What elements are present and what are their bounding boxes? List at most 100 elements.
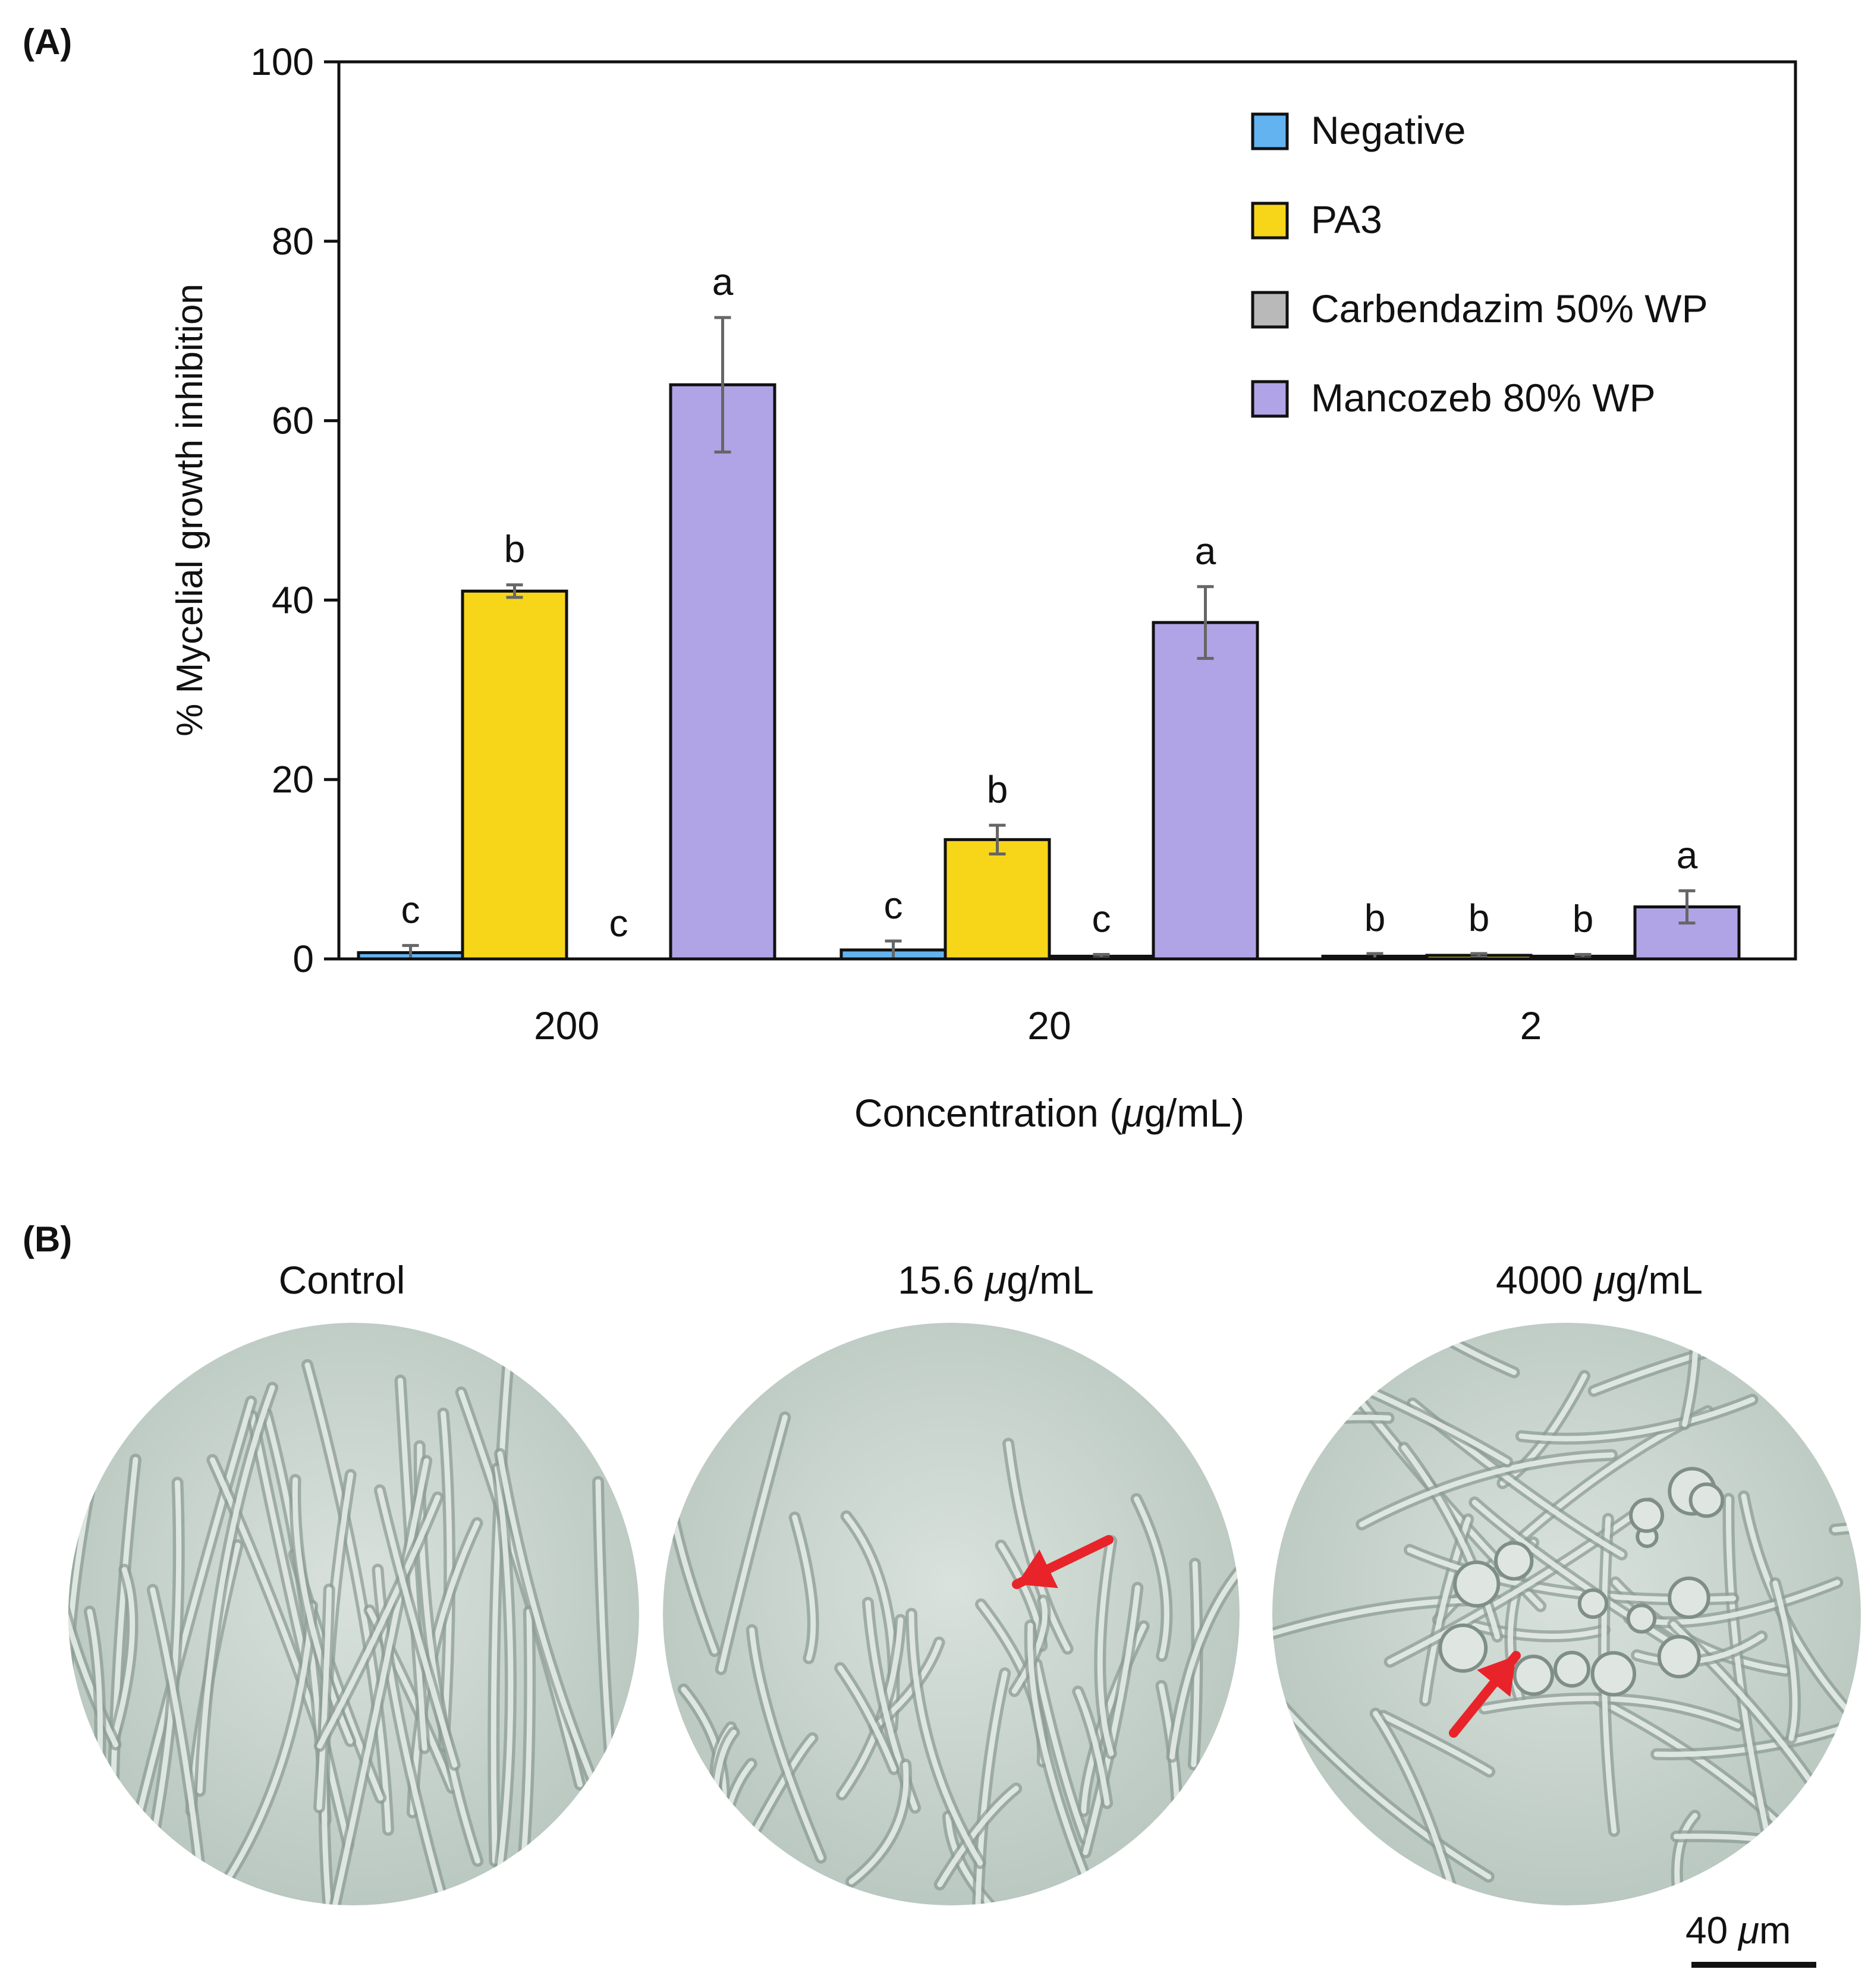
y-tick-label: 0 — [293, 938, 314, 980]
hypha-highlight — [1011, 1597, 1048, 1694]
hypha-highlight — [1820, 1359, 1861, 1448]
title-value: 4000 — [1495, 1258, 1595, 1302]
swollen-cell — [1577, 1588, 1609, 1619]
swollen-cell — [1494, 1541, 1534, 1581]
hypha-highlight — [1272, 1690, 1492, 1880]
significance-letter: b — [1364, 897, 1386, 939]
significance-letter: c — [401, 888, 420, 931]
hypha-highlight — [150, 1587, 205, 1885]
micrograph-15-6 — [663, 1323, 1240, 1905]
micrograph-title-control: Control — [278, 1258, 405, 1302]
hypha-highlight — [718, 1414, 788, 1672]
hypha-highlight — [1316, 1851, 1344, 1905]
hypha-highlight — [975, 1671, 1008, 1905]
hypha-highlight — [1634, 1633, 1765, 1665]
x-axis-title: Concentration (μg/mL) — [854, 1091, 1244, 1135]
title-suffix: g/mL — [1615, 1258, 1703, 1302]
hypha-highlight — [304, 1362, 391, 1833]
scale-bar-label: 40 μm — [1685, 1908, 1791, 1952]
swollen-cell — [1512, 1654, 1554, 1696]
bars-layer: c b c a c b c a b b b a — [357, 260, 1741, 961]
hypha-highlight — [1272, 1597, 1499, 1637]
bar-mancozeb-80-wp-20 — [1152, 621, 1259, 961]
swollen-cell — [1438, 1623, 1488, 1673]
micrograph-drawing — [663, 1323, 1240, 1905]
significance-letter: a — [712, 260, 734, 303]
hypha-highlight — [197, 1385, 275, 1794]
hypha-highlight — [494, 1465, 514, 1893]
hypha — [1847, 1755, 1861, 1776]
hypha-highlight — [109, 1457, 139, 1905]
hypha-highlight — [595, 1479, 617, 1800]
swollen-cell — [1553, 1650, 1591, 1688]
legend-label: Carbendazim 50% WP — [1311, 287, 1708, 331]
hypha-highlight — [112, 1567, 136, 1738]
hypha-highlight — [1772, 1580, 1798, 1741]
title-unit: μ — [985, 1258, 1007, 1302]
significance-letter: c — [884, 884, 903, 927]
hypha-highlight — [1674, 1813, 1698, 1905]
scale-suffix: m — [1759, 1909, 1791, 1952]
hypha-highlight — [908, 1610, 983, 1866]
hypha-highlight — [1518, 1396, 1756, 1442]
hypha-highlight — [1272, 1414, 1392, 1428]
hypha-highlight — [332, 1458, 429, 1905]
hypha-highlight — [1850, 1759, 1861, 1772]
bar-mancozeb-80-wp-200 — [669, 383, 776, 961]
hypha-highlight — [1005, 1440, 1071, 1652]
hypha-highlight — [1673, 1833, 1861, 1869]
y-axis: 0 20 40 60 80 100 — [250, 40, 339, 980]
hypha-highlight — [1272, 1347, 1510, 1465]
y-tick-label: 100 — [250, 40, 314, 83]
bar-pa3-200 — [461, 589, 568, 961]
significance-letter: c — [1092, 897, 1111, 940]
hypha-highlight — [1223, 1713, 1240, 1844]
swollen-cell — [1453, 1560, 1501, 1608]
hypha-highlight — [711, 1729, 737, 1857]
significance-letter: b — [1573, 897, 1594, 940]
significance-letter: a — [1677, 833, 1698, 876]
significance-letter: a — [1195, 530, 1216, 573]
hypha-highlight — [377, 1487, 458, 1768]
legend-swatch — [1251, 291, 1289, 329]
significance-letter: b — [1468, 897, 1490, 939]
hypha-highlight — [68, 1465, 97, 1807]
legend-label: Mancozeb 80% WP — [1311, 376, 1656, 420]
hypha-highlight — [1725, 1496, 1770, 1835]
bar-pa3-20 — [944, 838, 1051, 961]
hypha-highlight — [848, 1761, 909, 1885]
bar-chart: 0 20 40 60 80 100 c b c a c b c a b b b a Negative PA3 Car… — [169, 40, 1797, 1135]
micrograph-4000 — [1272, 1323, 1861, 1905]
hypha-highlight — [1352, 1849, 1375, 1905]
hypha-highlight — [1401, 1445, 1500, 1640]
hypha-highlight — [1134, 1496, 1169, 1659]
swollen-cell — [1590, 1651, 1637, 1697]
hypha-highlight — [837, 1665, 897, 1772]
hypha-highlight — [1075, 1688, 1110, 1806]
hypha-highlight — [68, 1668, 114, 1905]
hypha-highlight — [681, 1687, 727, 1798]
hypha-highlight — [749, 1627, 824, 1861]
hypha-highlight — [718, 1761, 754, 1862]
x-tick-label: 200 — [534, 1004, 599, 1048]
legend-swatch — [1251, 380, 1289, 418]
hypha-highlight — [1591, 1323, 1827, 1394]
hypha-highlight — [792, 1514, 816, 1661]
hypha-highlight — [317, 1495, 441, 1749]
swollen-cell — [1629, 1498, 1665, 1533]
x-tick-label: 2 — [1520, 1004, 1542, 1048]
swollen-cell — [1688, 1482, 1725, 1518]
plot-frame — [337, 60, 1797, 961]
swollen-cell — [1626, 1603, 1657, 1634]
hypha-highlight — [1414, 1323, 1517, 1375]
hypha-highlight — [937, 1785, 1019, 1888]
hypha-highlight — [134, 1398, 254, 1824]
legend-label: PA3 — [1311, 197, 1382, 241]
significance-letter: c — [609, 902, 628, 945]
legend-swatch — [1251, 112, 1289, 150]
y-axis-title: % Mycelial growth inhibition — [169, 284, 210, 737]
micrograph-drawing — [1272, 1323, 1861, 1905]
panel-b-label: (B) — [23, 1219, 73, 1259]
x-axis: 200 20 2 — [534, 1004, 1542, 1048]
hypha-highlight — [516, 1609, 533, 1905]
